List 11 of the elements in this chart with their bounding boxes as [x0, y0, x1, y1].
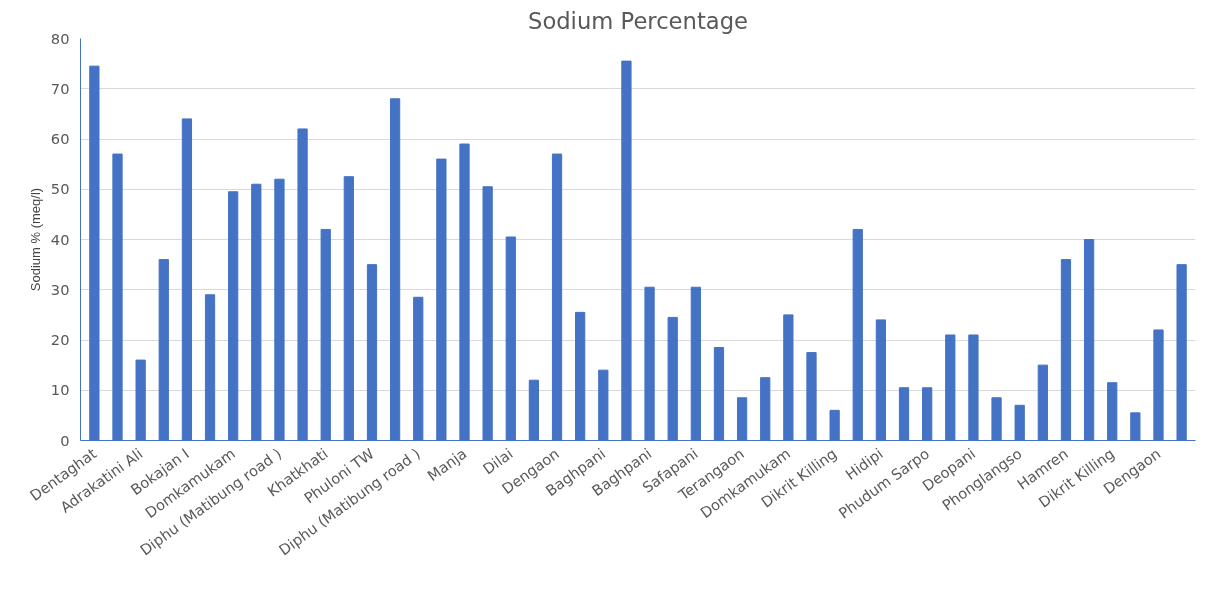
chart-title: Sodium Percentage	[528, 7, 749, 34]
y-tick-label: 50	[50, 180, 70, 198]
y-axis-title: Sodium % (meq/l)	[27, 187, 43, 292]
y-tick-label: 80	[50, 29, 70, 47]
y-tick-label: 40	[50, 230, 70, 248]
y-tick-label: 10	[50, 381, 70, 399]
y-tick-label: 60	[50, 130, 70, 147]
y-tick-label: 70	[50, 79, 70, 97]
y-tick-label: 20	[50, 331, 70, 348]
y-tick-label: 30	[50, 280, 70, 298]
y-tick-label: 0	[60, 431, 70, 449]
